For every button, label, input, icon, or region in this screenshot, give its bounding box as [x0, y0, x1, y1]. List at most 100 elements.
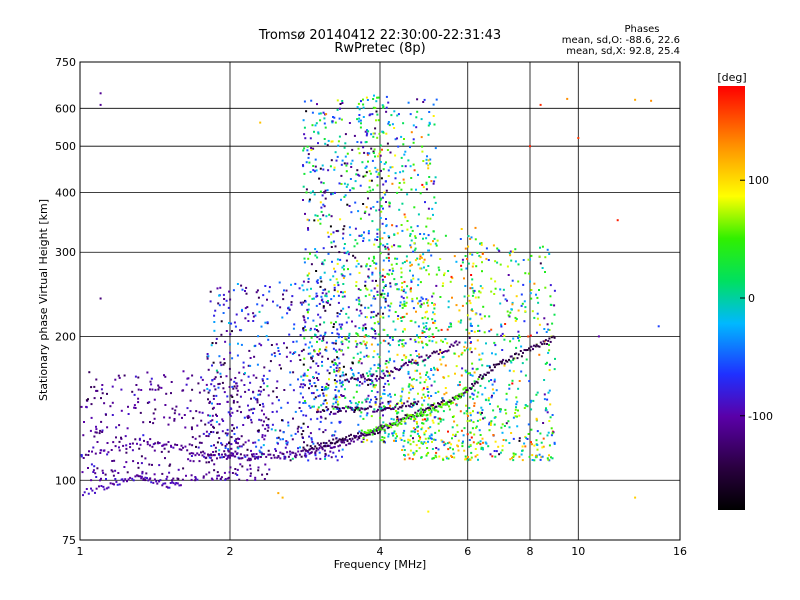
data-point: [309, 352, 312, 355]
data-point: [403, 213, 406, 216]
data-point: [385, 95, 388, 98]
data-point: [457, 320, 460, 323]
data-point: [403, 138, 405, 140]
data-point: [311, 124, 314, 127]
data-point: [460, 264, 463, 267]
data-point: [344, 155, 347, 158]
data-point: [157, 384, 160, 387]
data-point: [459, 321, 462, 324]
data-point: [360, 122, 362, 125]
data-point: [397, 245, 400, 248]
data-point: [80, 454, 83, 456]
data-point: [441, 402, 444, 405]
data-point: [392, 320, 395, 323]
data-point: [218, 294, 221, 297]
data-point: [420, 118, 423, 121]
data-point: [343, 247, 346, 250]
data-point: [514, 316, 517, 319]
data-point: [387, 121, 390, 123]
data-point: [334, 362, 337, 364]
data-point: [366, 412, 369, 415]
data-point: [243, 384, 246, 386]
data-point: [427, 299, 430, 302]
data-point: [138, 447, 141, 450]
y-tick-label: 100: [55, 474, 76, 487]
data-point: [271, 402, 274, 405]
data-point: [264, 463, 267, 466]
data-point: [372, 316, 375, 318]
data-point: [357, 372, 360, 374]
data-point: [88, 371, 91, 374]
data-point: [401, 165, 404, 168]
data-point: [397, 145, 400, 148]
data-point: [382, 369, 385, 372]
data-point: [362, 373, 364, 376]
data-point: [297, 450, 300, 453]
data-point: [319, 222, 322, 225]
data-point: [317, 365, 320, 367]
data-point: [438, 417, 441, 420]
data-point: [323, 259, 326, 262]
data-point: [314, 454, 317, 457]
data-point: [117, 374, 120, 377]
data-point: [409, 405, 412, 408]
data-point: [427, 304, 430, 307]
data-point: [340, 198, 342, 201]
data-point: [364, 295, 367, 298]
data-point: [376, 136, 379, 139]
data-point: [481, 287, 484, 290]
data-point: [139, 411, 142, 414]
data-point: [285, 289, 288, 292]
data-point: [413, 361, 416, 364]
data-point: [528, 380, 531, 383]
data-point: [381, 278, 384, 281]
data-point: [310, 345, 313, 348]
data-point: [358, 300, 361, 303]
data-point: [278, 364, 281, 367]
data-point: [310, 148, 313, 151]
data-point: [549, 303, 552, 306]
data-point: [396, 402, 399, 405]
data-point: [149, 380, 152, 383]
data-point: [308, 387, 310, 390]
data-point: [443, 274, 445, 277]
data-point: [416, 369, 419, 372]
data-point: [380, 169, 382, 172]
data-point: [263, 413, 265, 416]
data-point: [406, 285, 409, 288]
data-point: [527, 258, 530, 261]
data-point: [256, 289, 259, 292]
data-point: [401, 390, 404, 393]
data-point: [335, 363, 337, 366]
data-point: [387, 304, 390, 307]
data-point: [346, 378, 349, 381]
data-point: [377, 312, 380, 315]
data-point: [248, 459, 251, 462]
data-point: [212, 397, 215, 400]
data-point: [420, 428, 423, 431]
data-point: [370, 378, 373, 381]
data-point: [173, 418, 176, 420]
data-point: [100, 485, 103, 487]
data-point: [427, 265, 430, 267]
data-point: [470, 330, 473, 332]
data-point: [419, 304, 422, 307]
data-point: [208, 432, 211, 435]
data-point: [387, 253, 390, 256]
data-point: [403, 304, 406, 307]
data-point: [378, 405, 381, 408]
data-point: [318, 350, 320, 353]
data-point: [466, 257, 469, 260]
data-point: [207, 414, 210, 417]
data-point: [140, 462, 143, 465]
data-point: [381, 425, 384, 428]
data-point: [187, 458, 190, 461]
data-point: [326, 144, 329, 147]
data-point: [383, 393, 386, 395]
data-point: [305, 188, 308, 191]
data-point: [412, 377, 415, 380]
data-point: [431, 340, 434, 343]
data-point: [424, 336, 427, 338]
data-point: [99, 103, 102, 106]
data-point: [327, 357, 329, 360]
